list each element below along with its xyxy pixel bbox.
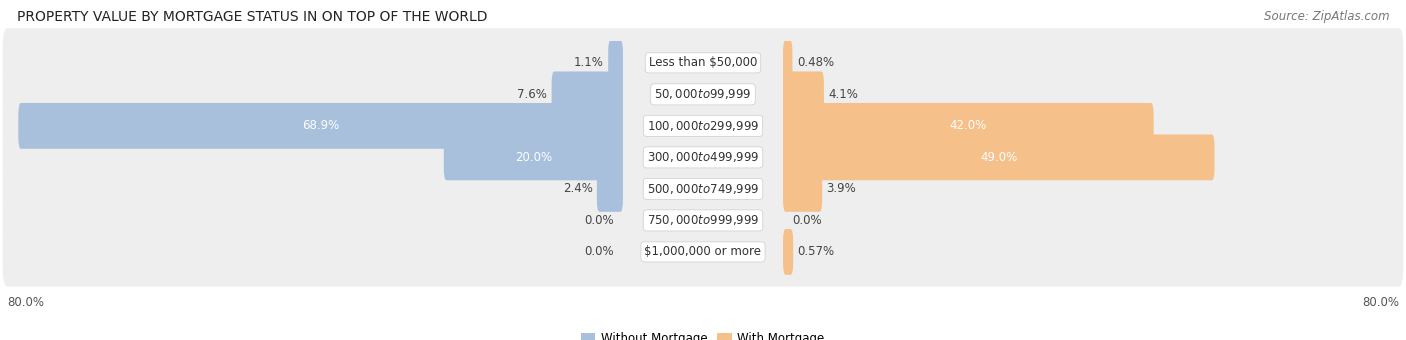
FancyBboxPatch shape (783, 229, 793, 275)
FancyBboxPatch shape (3, 123, 1403, 192)
Text: 7.6%: 7.6% (517, 88, 547, 101)
Text: 68.9%: 68.9% (302, 119, 339, 132)
Text: 80.0%: 80.0% (7, 296, 44, 309)
FancyBboxPatch shape (3, 186, 1403, 255)
Legend: Without Mortgage, With Mortgage: Without Mortgage, With Mortgage (576, 328, 830, 340)
Text: Less than $50,000: Less than $50,000 (648, 56, 758, 69)
Text: 3.9%: 3.9% (827, 182, 856, 195)
Text: PROPERTY VALUE BY MORTGAGE STATUS IN ON TOP OF THE WORLD: PROPERTY VALUE BY MORTGAGE STATUS IN ON … (17, 10, 488, 24)
FancyBboxPatch shape (598, 166, 623, 212)
Text: 0.0%: 0.0% (583, 245, 613, 258)
Text: 20.0%: 20.0% (515, 151, 553, 164)
FancyBboxPatch shape (783, 103, 1154, 149)
Text: 0.0%: 0.0% (793, 214, 823, 227)
FancyBboxPatch shape (3, 28, 1403, 98)
FancyBboxPatch shape (609, 40, 623, 86)
FancyBboxPatch shape (783, 40, 793, 86)
FancyBboxPatch shape (783, 71, 824, 117)
Text: 1.1%: 1.1% (574, 56, 603, 69)
FancyBboxPatch shape (3, 154, 1403, 224)
FancyBboxPatch shape (18, 103, 623, 149)
Text: $500,000 to $749,999: $500,000 to $749,999 (647, 182, 759, 196)
FancyBboxPatch shape (444, 135, 623, 180)
Text: 42.0%: 42.0% (949, 119, 987, 132)
Text: 2.4%: 2.4% (562, 182, 592, 195)
Text: 80.0%: 80.0% (1362, 296, 1399, 309)
Text: 49.0%: 49.0% (980, 151, 1018, 164)
Text: $750,000 to $999,999: $750,000 to $999,999 (647, 214, 759, 227)
FancyBboxPatch shape (551, 71, 623, 117)
Text: 4.1%: 4.1% (828, 88, 858, 101)
FancyBboxPatch shape (3, 91, 1403, 160)
Text: Source: ZipAtlas.com: Source: ZipAtlas.com (1264, 10, 1389, 23)
Text: $50,000 to $99,999: $50,000 to $99,999 (654, 87, 752, 101)
Text: 0.0%: 0.0% (583, 214, 613, 227)
Text: $300,000 to $499,999: $300,000 to $499,999 (647, 150, 759, 165)
FancyBboxPatch shape (783, 135, 1215, 180)
Text: $1,000,000 or more: $1,000,000 or more (644, 245, 762, 258)
Text: 0.48%: 0.48% (797, 56, 834, 69)
FancyBboxPatch shape (3, 60, 1403, 129)
Text: $100,000 to $299,999: $100,000 to $299,999 (647, 119, 759, 133)
Text: 0.57%: 0.57% (797, 245, 835, 258)
FancyBboxPatch shape (783, 166, 823, 212)
FancyBboxPatch shape (3, 217, 1403, 287)
